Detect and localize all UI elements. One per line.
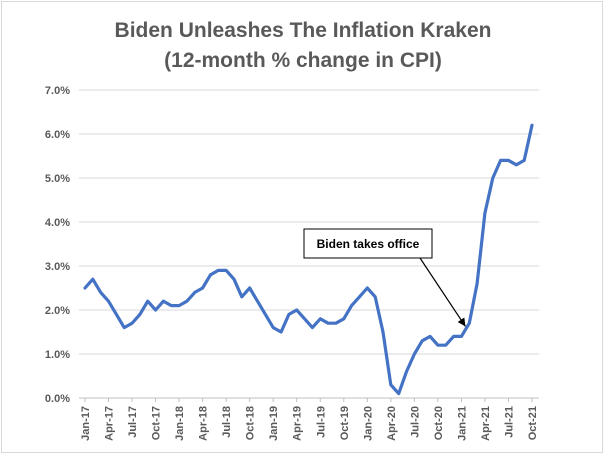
y-tick-label: 4.0% bbox=[45, 217, 70, 229]
annotation-callout: Biden takes office bbox=[303, 228, 466, 327]
x-tick-label: Jul-19 bbox=[315, 406, 327, 438]
x-axis bbox=[79, 397, 539, 402]
x-tick-label: Oct-20 bbox=[433, 406, 445, 440]
x-tick-label: Jul-18 bbox=[221, 406, 233, 438]
cpi-line bbox=[83, 123, 534, 396]
y-tick-label: 3.0% bbox=[45, 261, 70, 273]
callout-box bbox=[303, 228, 433, 259]
callout-arrow-line bbox=[419, 257, 466, 327]
x-tick-label: Oct-17 bbox=[151, 406, 163, 440]
chart-subtitle: (12-month % change in CPI) bbox=[164, 49, 442, 72]
x-tick-label: Oct-18 bbox=[245, 406, 257, 440]
x-tick-label: Jan-21 bbox=[456, 406, 468, 441]
y-tick-label: 6.0% bbox=[45, 129, 70, 141]
x-tick-label: Apr-20 bbox=[386, 406, 398, 441]
y-tick-label: 5.0% bbox=[45, 173, 70, 185]
x-tick-label: Apr-17 bbox=[104, 406, 116, 441]
y-tick-label: 2.0% bbox=[45, 305, 70, 317]
x-tick-label: Oct-19 bbox=[339, 406, 351, 440]
x-tick-label: Jan-19 bbox=[268, 406, 280, 441]
y-tick-label: 0.0% bbox=[45, 393, 70, 405]
y-tick-label: 1.0% bbox=[45, 349, 70, 361]
x-tick-label: Apr-19 bbox=[292, 406, 304, 441]
x-axis-ticks: Jan-17 Apr-17 Jul-17 Oct-17 Jan-18 Apr-18 Jul-… bbox=[80, 406, 539, 441]
gridlines bbox=[79, 89, 539, 355]
x-tick-label: Oct-21 bbox=[527, 406, 539, 440]
callout-arrowhead bbox=[457, 317, 466, 327]
chart-title: Biden Unleashes The Inflation Kraken bbox=[114, 19, 492, 42]
x-tick-label: Jan-17 bbox=[80, 406, 92, 441]
x-tick-label: Apr-21 bbox=[480, 406, 492, 441]
x-tick-label: Jan-20 bbox=[362, 406, 374, 441]
x-tick-label: Apr-18 bbox=[198, 406, 210, 441]
callout-label: Biden takes office bbox=[317, 237, 420, 251]
x-tick-label: Jul-17 bbox=[127, 406, 139, 438]
y-tick-label: 7.0% bbox=[45, 85, 70, 97]
x-tick-label: Jul-21 bbox=[503, 406, 515, 438]
x-tick-label: Jul-20 bbox=[409, 406, 421, 438]
x-tick-label: Jan-18 bbox=[174, 406, 186, 441]
y-axis-ticks: 0.0% 1.0% 2.0% 3.0% 4.0% 5.0% 6.0% 7.0% bbox=[45, 85, 70, 405]
cpi-series bbox=[83, 123, 534, 396]
